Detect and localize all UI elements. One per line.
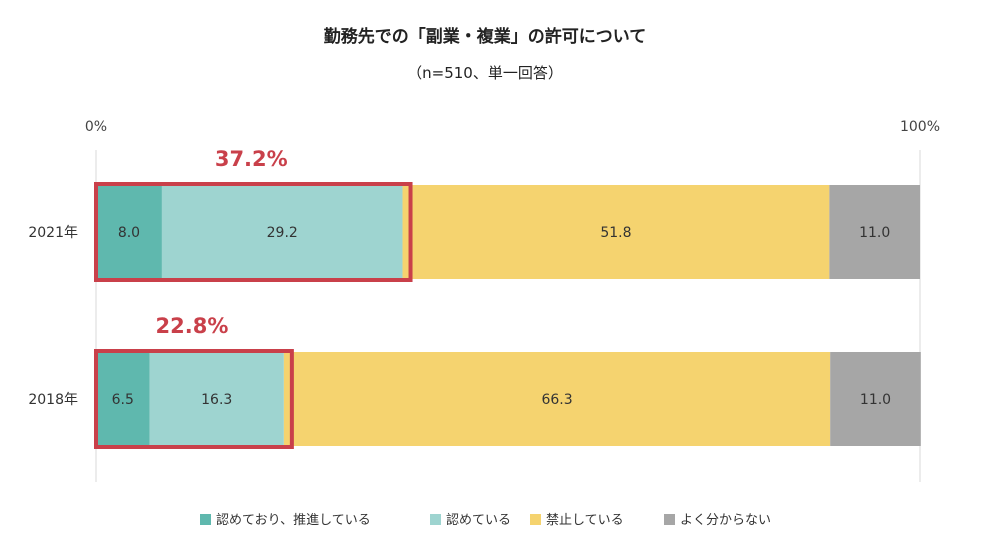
- bar-segment: [402, 185, 830, 279]
- value-label: 8.0: [118, 225, 140, 241]
- highlight-total-label: 37.2%: [215, 147, 288, 171]
- value-label: 29.2: [267, 225, 298, 241]
- legend-swatch: [200, 514, 211, 525]
- highlight-box: [94, 349, 294, 449]
- legend-label: 禁止している: [546, 513, 624, 528]
- bar-segment: [96, 352, 150, 446]
- value-label: 16.3: [201, 392, 232, 408]
- legend-swatch: [430, 514, 441, 525]
- highlight-total-label: 22.8%: [156, 314, 229, 338]
- bar-segment: [96, 185, 162, 279]
- legend-label: 認めている: [446, 512, 511, 528]
- value-label: 11.0: [859, 225, 890, 241]
- category-label: 2018年: [28, 392, 78, 408]
- legend-swatch: [664, 514, 675, 525]
- bar-segment: [830, 352, 921, 446]
- legend-label: 認めており、推進している: [216, 512, 371, 528]
- x-tick-label: 100%: [900, 119, 940, 135]
- bar-segment: [149, 352, 284, 446]
- highlight-box: [94, 182, 413, 282]
- value-label: 66.3: [541, 392, 572, 408]
- chart-subtitle: （n=510、単一回答）: [407, 64, 563, 82]
- bar-segment: [283, 352, 831, 446]
- legend-swatch: [530, 514, 541, 525]
- bars-group: [96, 185, 921, 446]
- x-tick-label: 0%: [85, 119, 107, 135]
- bar-segment: [829, 185, 920, 279]
- value-label: 6.5: [112, 392, 134, 408]
- legend: 認めており、推進している 認めている 禁止している よく分からない: [200, 512, 771, 528]
- value-label: 11.0: [860, 392, 891, 408]
- labels-group: 2021年 8.0 29.2 51.8 11.0 37.2% 2018年 6.5 16.3 66.…: [28, 147, 891, 449]
- value-label: 51.8: [600, 225, 631, 241]
- chart-title: 勤務先での「副業・複業」の許可について: [324, 26, 647, 47]
- category-label: 2021年: [28, 225, 78, 241]
- legend-label: よく分からない: [680, 513, 771, 528]
- bar-segment: [161, 185, 403, 279]
